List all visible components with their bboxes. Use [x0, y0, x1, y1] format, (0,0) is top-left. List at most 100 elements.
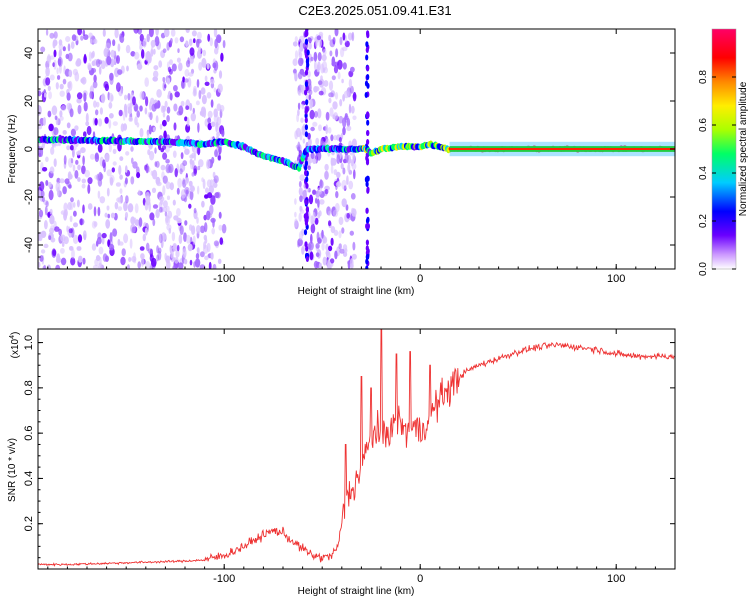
heat-cell	[60, 257, 67, 266]
heat-cell	[350, 105, 355, 114]
heat-cell	[185, 40, 189, 47]
heat-cell	[59, 90, 65, 97]
heat-cell	[325, 250, 330, 256]
heat-cell	[312, 189, 317, 195]
heat-cell	[134, 203, 139, 214]
heat-cell	[164, 100, 168, 108]
heat-cell	[45, 77, 51, 86]
heat-cell	[40, 46, 46, 53]
heat-cell	[189, 56, 194, 64]
colorbar-ticks: 0.0 0.2 0.4 0.6 0.8	[698, 70, 736, 276]
y-tick-label: 40	[23, 47, 35, 59]
heat-cell	[117, 43, 121, 52]
heat-cell	[172, 243, 177, 250]
snr-xlabel: Height of straight line (km)	[298, 586, 415, 597]
heat-cell	[334, 29, 339, 37]
heat-cell	[186, 117, 190, 127]
heat-cell	[184, 116, 188, 122]
heat-cell	[315, 243, 320, 249]
heat-cell	[185, 234, 191, 244]
heat-cell	[83, 55, 87, 64]
heat-cell	[40, 230, 47, 238]
heat-cell	[353, 169, 356, 180]
heat-cell	[351, 31, 355, 42]
heat-cell	[217, 35, 221, 44]
heat-cell	[308, 94, 312, 101]
snr-ticks: -100 0 100 0.2 0.4 0.6 0.8 1.0	[23, 329, 676, 585]
heat-cell	[320, 63, 325, 74]
heat-cell	[125, 165, 128, 173]
heat-cell	[299, 41, 304, 52]
heat-cell	[126, 264, 130, 269]
heat-cell	[302, 189, 307, 201]
heat-cell	[98, 66, 102, 75]
heat-cell	[314, 86, 320, 92]
heat-cell	[178, 62, 183, 72]
heat-cell	[104, 83, 109, 92]
heat-cell	[174, 168, 178, 178]
heat-cell	[144, 51, 150, 62]
heat-cell	[198, 159, 204, 168]
heat-cell	[310, 152, 315, 160]
heat-cell	[50, 146, 55, 155]
heat-cell	[48, 189, 54, 201]
heat-cell	[346, 125, 352, 132]
heat-cell	[108, 243, 115, 251]
heat-cell	[333, 135, 338, 141]
heat-cell	[201, 57, 207, 68]
heat-cell	[133, 29, 139, 34]
heat-cell	[72, 234, 79, 244]
heat-cell	[298, 180, 302, 188]
heat-cell	[292, 58, 298, 66]
heat-cell	[307, 132, 311, 140]
heat-cell	[307, 138, 312, 147]
y-tick-label: -40	[23, 237, 35, 253]
heat-cell	[213, 175, 219, 184]
heat-cell	[105, 219, 111, 229]
heat-cell	[70, 158, 74, 164]
heat-cell	[319, 179, 324, 189]
heat-cell	[308, 194, 314, 205]
heat-cell	[352, 241, 356, 251]
y-tick-label: 0.4	[23, 471, 35, 486]
heat-cell	[366, 223, 370, 230]
heat-cell	[176, 111, 182, 116]
heat-cell	[318, 31, 324, 37]
heat-cell	[108, 119, 112, 129]
heat-cell	[364, 176, 368, 183]
heat-cell	[50, 225, 55, 231]
snr-multiplier: (x104)	[9, 332, 21, 359]
heat-cell	[212, 62, 217, 69]
heat-cell	[121, 248, 126, 257]
heat-cell	[65, 53, 70, 60]
heat-cell	[304, 199, 308, 206]
heat-cell	[133, 252, 136, 261]
heat-cell	[304, 89, 308, 96]
heat-cell	[365, 239, 369, 246]
heat-cell	[53, 59, 57, 70]
heat-cell	[294, 218, 298, 228]
heat-cell	[349, 258, 354, 268]
heat-cell	[213, 108, 218, 118]
heat-cell	[344, 248, 348, 254]
heat-cell	[76, 246, 82, 251]
heat-cell	[206, 62, 210, 70]
heat-cell	[155, 176, 161, 185]
heat-cell	[197, 46, 202, 54]
heat-cell	[101, 232, 107, 239]
heat-cell	[59, 110, 63, 118]
heat-cell	[301, 84, 305, 95]
heat-cell	[124, 94, 128, 101]
heat-cell	[213, 29, 218, 38]
spectrogram-ticks: -100 0 100 -40 -20 0 20 40	[23, 28, 676, 285]
heat-cell	[176, 57, 181, 63]
heat-cell	[127, 106, 133, 115]
heat-cell	[45, 201, 49, 207]
heat-cell	[212, 182, 218, 189]
heat-cell	[365, 47, 369, 53]
heat-cell	[204, 194, 209, 199]
heat-cell	[156, 89, 162, 98]
heat-cell	[162, 200, 168, 208]
heat-cell	[299, 209, 305, 214]
heat-cell	[179, 225, 184, 236]
